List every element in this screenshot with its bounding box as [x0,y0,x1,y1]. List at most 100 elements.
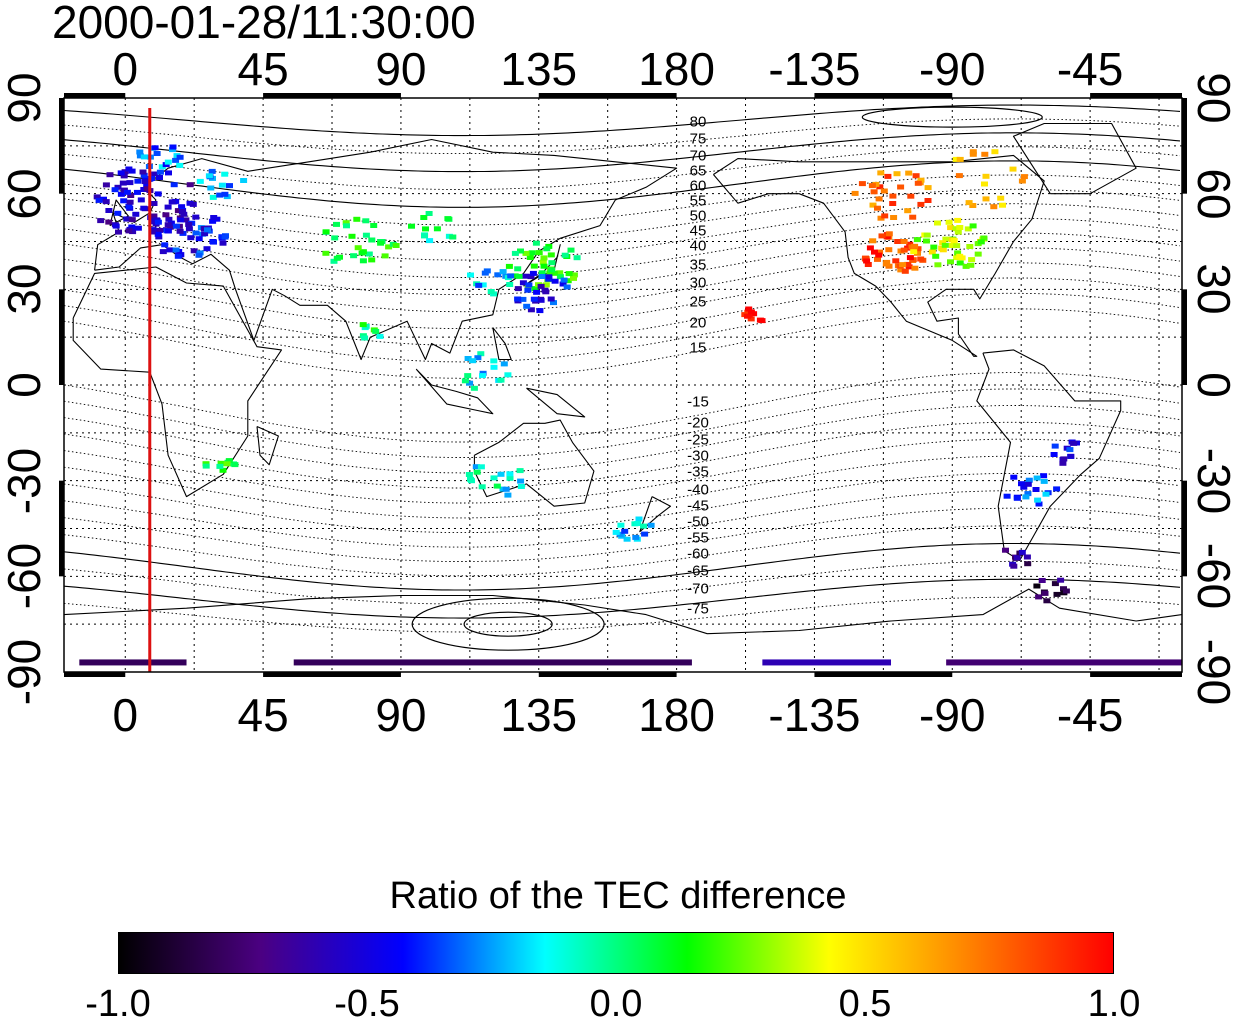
tec-data-point [159,249,167,255]
tec-data-point [216,463,224,469]
tec-data-point [616,531,624,537]
tec-data-point [174,208,182,214]
tec-data-point [475,282,483,288]
tec-data-point [948,243,956,248]
right-tick-label: -60 [1188,543,1240,610]
tec-data-point [479,373,486,379]
right-tick-label: -90 [1188,638,1240,706]
tec-data-point [942,236,950,242]
contour-line [63,507,1181,562]
tec-data-point [111,187,119,193]
tec-data-point [862,255,869,261]
tec-data-point [330,258,338,264]
tec-data-point [105,219,113,225]
tec-data-point [621,528,629,534]
tec-data-point [542,289,550,295]
tec-data-point [477,464,485,470]
tec-data-point [889,201,897,206]
tec-data-point [901,268,909,274]
tec-data-point [125,228,133,234]
contour-label: -15 [687,393,709,411]
tec-data-point [154,191,162,197]
tec-data-point [1070,440,1078,446]
contour-label: -25 [687,431,709,449]
tec-data-point [465,472,473,477]
contour-label: -45 [687,497,709,515]
tec-data-point [876,184,884,190]
contour-label: 20 [689,314,707,332]
top-tick-label: 0 [112,43,139,95]
tec-data-point [561,252,569,258]
tec-data-point [408,223,415,229]
tec-data-point [537,283,545,289]
tec-data-point [532,240,540,246]
frame-bars [59,93,1187,677]
tec-data-point [478,484,486,490]
contour-label: 80 [689,113,707,131]
tec-data-point [877,170,885,176]
contour-line [63,405,1181,474]
tec-data-point [93,194,101,200]
tec-data-point [195,236,203,242]
tec-data-point [218,182,226,188]
contour-line [63,525,1181,577]
top-tick-label: 45 [237,43,289,95]
coastline [72,266,283,498]
frame-bar-left [59,98,64,194]
tec-data-point [148,229,156,235]
tec-data-point [148,176,156,181]
tec-data-point [142,176,150,181]
tec-data-point [969,203,977,208]
tec-data-point [911,243,919,249]
tec-data-point [547,252,555,258]
coastline [415,368,494,415]
contour-label: -60 [687,545,709,563]
tec-data-point [980,235,988,241]
tec-data-point [934,220,941,226]
frame-bar-top [263,93,401,98]
tec-data-point [420,215,428,220]
tec-data-point [647,522,655,528]
tec-data-point [119,180,127,186]
tec-data-point [747,316,755,322]
tec-data-point [120,173,128,179]
contour-line [63,388,1181,458]
tec-data-point [433,226,441,232]
tec-data-point [1040,473,1048,479]
tec-data-point [899,262,907,268]
right-tick-label: 60 [1188,168,1240,220]
tec-data-point [981,181,988,187]
tec-data-point [155,234,163,240]
tec-data-point [756,317,764,323]
tec-data-point [112,223,120,229]
tec-data-point [333,255,341,261]
tec-data-point [174,253,182,259]
tec-data-point [930,244,938,250]
colorbar-tick-label: 0.0 [589,983,643,1025]
tec-data-point [897,184,905,190]
coastline [109,199,129,227]
tec-data-point [210,239,217,245]
contour-label: 25 [689,293,707,311]
tec-data-point [207,185,215,191]
tec-data-point [922,238,930,244]
tec-data-point [964,226,972,232]
bottom-tick-label: 0 [112,689,139,741]
tec-data-point [365,251,373,257]
contour-line [63,146,1181,190]
contour-line [63,174,1181,226]
contour-line [63,247,1181,313]
tec-data-point [170,182,178,188]
tec-data-point [1038,578,1046,583]
tec-data-point [906,255,914,261]
tec-data-point [545,274,553,280]
tec-data-point [878,233,886,239]
tec-data-point [1051,581,1059,587]
tec-data-point [623,536,631,542]
tec-data-point [376,333,384,339]
tec-data-point [1053,486,1061,492]
tec-data-point [528,250,536,256]
tec-data-point [370,223,378,228]
tec-data-point [516,468,524,474]
tec-data-point [115,229,122,235]
